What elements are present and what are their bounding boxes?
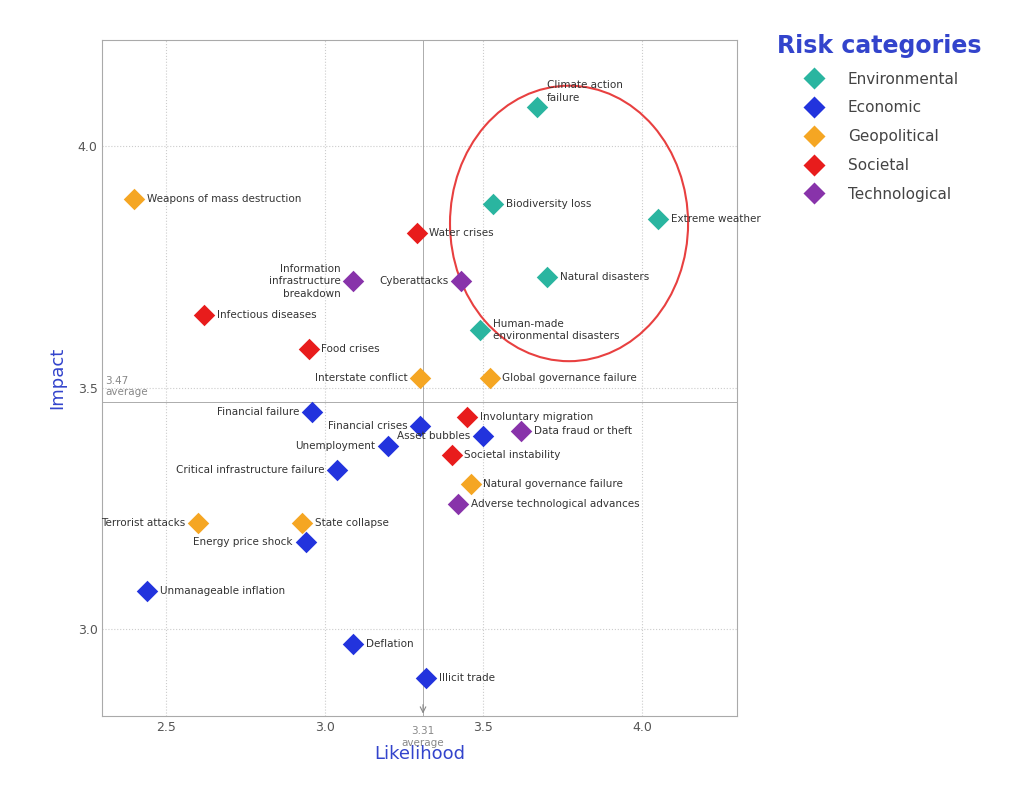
- Point: [484, 197, 501, 210]
- Point: [463, 478, 479, 491]
- Text: Information
infrastructure
breakdown: Information infrastructure breakdown: [268, 264, 340, 298]
- Text: Climate action
failure: Climate action failure: [547, 80, 623, 103]
- Text: Adverse technological advances: Adverse technological advances: [471, 499, 639, 509]
- Point: [304, 406, 321, 419]
- Text: Human-made
environmental disasters: Human-made environmental disasters: [493, 318, 620, 341]
- Text: Societal instability: Societal instability: [464, 451, 561, 460]
- Text: 3.47
average: 3.47 average: [105, 376, 148, 397]
- Text: Financial crises: Financial crises: [328, 421, 408, 431]
- Text: Cyberattacks: Cyberattacks: [379, 276, 449, 287]
- Point: [329, 463, 345, 476]
- Text: Involuntary migration: Involuntary migration: [480, 412, 593, 422]
- Point: [418, 671, 434, 684]
- Text: Water crises: Water crises: [429, 228, 494, 238]
- Point: [412, 420, 428, 433]
- Point: [345, 638, 361, 650]
- Point: [481, 372, 498, 384]
- Text: Energy price shock: Energy price shock: [194, 537, 293, 548]
- Point: [453, 275, 469, 288]
- Point: [475, 430, 492, 443]
- Point: [409, 227, 425, 240]
- Text: Infectious diseases: Infectious diseases: [217, 310, 316, 320]
- Text: Financial failure: Financial failure: [217, 407, 299, 417]
- Y-axis label: Impact: Impact: [48, 347, 67, 409]
- Text: Unemployment: Unemployment: [295, 441, 376, 451]
- Point: [380, 439, 396, 452]
- Text: 3.31
average: 3.31 average: [401, 726, 444, 747]
- Text: Illicit trade: Illicit trade: [439, 673, 495, 683]
- Point: [472, 323, 488, 336]
- Point: [513, 425, 529, 438]
- Text: Natural governance failure: Natural governance failure: [483, 479, 624, 490]
- Point: [138, 584, 155, 597]
- Text: Weapons of mass destruction: Weapons of mass destruction: [146, 194, 301, 205]
- Text: Natural disasters: Natural disasters: [559, 271, 649, 282]
- Text: Asset bubbles: Asset bubbles: [397, 431, 471, 441]
- Point: [345, 275, 361, 288]
- Text: Food crises: Food crises: [322, 344, 380, 354]
- Point: [189, 517, 206, 529]
- Point: [294, 517, 310, 529]
- X-axis label: Likelihood: Likelihood: [375, 745, 465, 763]
- Text: Biodiversity loss: Biodiversity loss: [506, 199, 591, 209]
- Point: [126, 193, 142, 205]
- Text: Interstate conflict: Interstate conflict: [314, 373, 408, 383]
- Text: Critical infrastructure failure: Critical infrastructure failure: [176, 465, 325, 475]
- Point: [450, 498, 466, 510]
- Point: [412, 372, 428, 384]
- Point: [649, 213, 666, 225]
- Point: [301, 343, 317, 356]
- Text: Terrorist attacks: Terrorist attacks: [100, 518, 185, 528]
- Point: [529, 101, 546, 114]
- Text: State collapse: State collapse: [315, 518, 389, 528]
- Point: [460, 411, 476, 423]
- Point: [297, 536, 313, 548]
- Text: Data fraud or theft: Data fraud or theft: [535, 427, 632, 436]
- Point: [539, 271, 555, 283]
- Text: Extreme weather: Extreme weather: [671, 213, 761, 224]
- Text: Unmanageable inflation: Unmanageable inflation: [160, 586, 285, 595]
- Text: Global governance failure: Global governance failure: [503, 373, 637, 383]
- Text: Deflation: Deflation: [366, 639, 414, 649]
- Point: [443, 449, 460, 462]
- Legend: Environmental, Economic, Geopolitical, Societal, Technological: Environmental, Economic, Geopolitical, S…: [776, 34, 981, 201]
- Point: [196, 309, 212, 322]
